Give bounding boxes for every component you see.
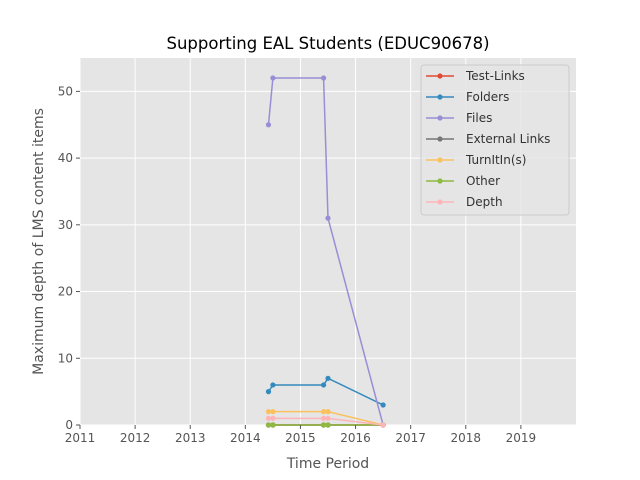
x-tick-label: 2016 bbox=[340, 431, 371, 445]
x-tick-label: 2014 bbox=[230, 431, 261, 445]
data-point bbox=[325, 215, 331, 221]
series-layer bbox=[265, 75, 386, 428]
y-axis: 0 10 20 30 40 50 bbox=[58, 84, 80, 432]
legend-item: External Links bbox=[426, 132, 550, 146]
data-point bbox=[320, 75, 327, 81]
data-point bbox=[270, 409, 276, 415]
legend-label: Folders bbox=[466, 90, 509, 104]
data-point bbox=[320, 409, 327, 415]
data-point bbox=[320, 382, 327, 388]
legend-item: Files bbox=[426, 111, 492, 125]
x-tick-label: 2012 bbox=[120, 431, 151, 445]
y-tick-label: 20 bbox=[58, 285, 73, 299]
y-tick-label: 40 bbox=[58, 151, 73, 165]
data-point bbox=[265, 415, 272, 421]
data-point bbox=[270, 422, 276, 428]
data-point bbox=[270, 415, 276, 421]
x-axis-label: Time Period bbox=[286, 456, 369, 472]
x-tick-label: 2013 bbox=[175, 431, 206, 445]
data-point bbox=[320, 422, 327, 428]
legend-swatch-marker bbox=[437, 178, 443, 184]
legend-swatch-marker bbox=[437, 94, 443, 100]
legend-item: Folders bbox=[426, 90, 509, 104]
legend-box bbox=[420, 64, 570, 216]
data-point bbox=[325, 415, 331, 421]
y-tick-label: 30 bbox=[58, 218, 73, 232]
legend-item: TurnItIn(s) bbox=[426, 153, 526, 167]
data-point bbox=[325, 375, 331, 381]
legend-label: Depth bbox=[466, 195, 503, 209]
series-folders bbox=[265, 375, 386, 408]
legend-swatch-marker bbox=[437, 136, 443, 142]
data-point bbox=[325, 409, 331, 415]
series-depth bbox=[265, 415, 386, 428]
x-tick-label: 2015 bbox=[285, 431, 316, 445]
legend-label: External Links bbox=[466, 132, 550, 146]
data-point bbox=[380, 422, 386, 428]
data-point bbox=[270, 75, 276, 81]
chart-title: Supporting EAL Students (EDUC90678) bbox=[166, 34, 489, 53]
data-point bbox=[265, 409, 272, 415]
legend-swatch-marker bbox=[437, 115, 443, 121]
data-point bbox=[270, 382, 276, 388]
legend-label: TurnItIn(s) bbox=[465, 153, 526, 167]
x-tick-label: 2019 bbox=[506, 431, 537, 445]
legend: Test-Links Folders Files External Links Turn… bbox=[420, 64, 570, 216]
legend-label: Files bbox=[466, 111, 492, 125]
x-tick-label: 2018 bbox=[451, 431, 482, 445]
legend-swatch-marker bbox=[437, 73, 443, 79]
legend-item: Depth bbox=[426, 195, 503, 209]
data-point bbox=[380, 402, 386, 408]
x-tick-label: 2017 bbox=[395, 431, 426, 445]
x-tick-label: 2011 bbox=[65, 431, 96, 445]
legend-item: Test-Links bbox=[426, 69, 525, 83]
data-point bbox=[265, 389, 272, 395]
data-point bbox=[265, 122, 272, 128]
legend-label: Other bbox=[466, 174, 500, 188]
y-axis-label: Maximum depth of LMS content items bbox=[31, 108, 47, 375]
x-axis: 2011 2012 2013 2014 2015 2016 2017 2018 2019 bbox=[65, 425, 536, 445]
y-tick-label: 10 bbox=[58, 351, 73, 365]
y-tick-label: 0 bbox=[65, 418, 73, 432]
legend-item: Other bbox=[426, 174, 500, 188]
legend-swatch-marker bbox=[437, 157, 443, 163]
data-point bbox=[320, 415, 327, 421]
legend-label: Test-Links bbox=[465, 69, 525, 83]
legend-swatch-marker bbox=[437, 199, 443, 205]
data-point bbox=[265, 422, 272, 428]
y-tick-label: 50 bbox=[58, 84, 73, 98]
data-point bbox=[325, 422, 331, 428]
